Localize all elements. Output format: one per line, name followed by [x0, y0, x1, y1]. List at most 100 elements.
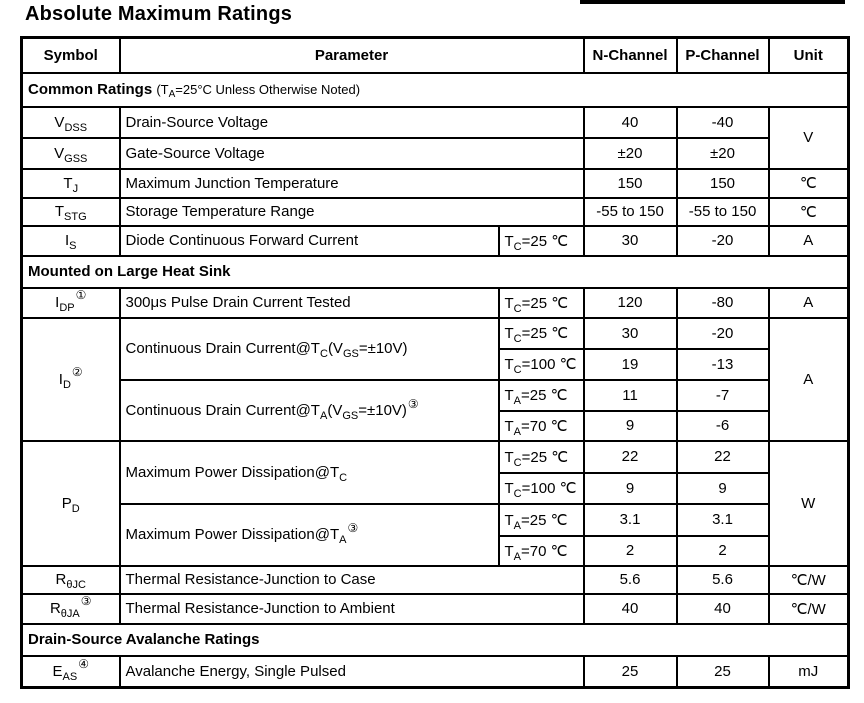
value-cell-tj-p: 150 [675, 167, 770, 199]
param-cell-vdss: Drain-Source Voltage [118, 105, 585, 139]
value-cell-id-ta70-p: -6 [675, 409, 770, 442]
value-cell-rthja-p: 40 [675, 592, 770, 625]
table-row-rthja: RθJA③ Thermal Resistance-Junction to Amb… [20, 592, 850, 625]
condition-cell-pd-ta70: TA=70 ℃ [497, 534, 585, 567]
table-row-vdss: VDSS Drain-Source Voltage 40 -40 V [20, 105, 850, 170]
value-cell-is-n: 30 [582, 224, 678, 257]
footnote-3-marker: ③ [80, 594, 92, 609]
value-cell-tj-n: 150 [582, 167, 678, 199]
page-top-divider [580, 0, 845, 4]
value-cell-id-tc25-p: -20 [675, 316, 770, 350]
unit-cell-eas: mJ [767, 654, 850, 689]
value-cell-pd-tc100-p: 9 [675, 471, 770, 505]
table-row-rthjc: RθJC Thermal Resistance-Junction to Case… [20, 564, 850, 595]
header-cell-parameter: Parameter [118, 36, 585, 74]
table-row-pd-ta25: Maximum Power Dissipation@TA③ TA=25 ℃ 3.… [22, 502, 849, 567]
value-cell-pd-ta70-p: 2 [675, 534, 770, 567]
value-cell-idp-p: -80 [675, 286, 770, 319]
header-cell-p-channel: P-Channel [675, 36, 770, 74]
condition-cell-pd-ta25: TA=25 ℃ [497, 502, 585, 537]
section-common-note-pre: (T [156, 82, 169, 97]
condition-cell-id-tc100: TC=100 ℃ [497, 347, 585, 381]
header-cell-symbol: Symbol [20, 36, 121, 74]
table-row-id-ta25: Continuous Drain Current@TA(VGS=±10V)③ T… [22, 378, 849, 442]
table-row-is: IS Diode Continuous Forward Current TC=2… [20, 224, 850, 257]
table-row-id-tc25: ID② Continuous Drain Current@TC(VGS=±10V… [20, 316, 850, 442]
value-cell-pd-ta25-p: 3.1 [675, 502, 770, 537]
footnote-1-marker: ① [75, 288, 87, 303]
section-row-avalanche: Drain-Source Avalanche Ratings [20, 622, 850, 657]
unit-cell-id: A [767, 316, 850, 442]
symbol-cell-tstg: TSTG [20, 196, 121, 227]
param-cell-is: Diode Continuous Forward Current [118, 224, 500, 257]
value-cell-tstg-n: -55 to 150 [582, 196, 678, 227]
value-cell-id-ta25-p: -7 [675, 378, 770, 412]
page-title: Absolute Maximum Ratings [25, 3, 293, 25]
condition-cell-pd-tc100: TC=100 ℃ [497, 471, 585, 505]
param-cell-pd-ta: Maximum Power Dissipation@TA③ [118, 502, 500, 567]
symbol-cell-pd: PD [20, 439, 121, 567]
param-cell-tstg: Storage Temperature Range [118, 196, 585, 227]
condition-cell-is: TC=25 ℃ [497, 224, 585, 257]
value-cell-pd-tc25-n: 22 [582, 439, 678, 474]
value-cell-vgss-p: ±20 [675, 136, 770, 170]
symbol-cell-is: IS [20, 224, 121, 257]
table-row-id-tc100: TC=100 ℃ 19 -13 [22, 347, 849, 381]
param-cell-rthja: Thermal Resistance-Junction to Ambient [118, 592, 585, 625]
table-row-pd-ta70: TA=70 ℃ 2 2 [22, 534, 849, 567]
symbol-cell-rthjc: RθJC [20, 564, 121, 595]
table-row-pd-tc25: PD Maximum Power Dissipation@TC TC=25 ℃ … [20, 439, 850, 567]
table-header-row: Symbol Parameter N-Channel P-Channel Uni… [20, 36, 850, 74]
unit-cell-tstg: ℃ [767, 196, 850, 227]
value-cell-eas-p: 25 [675, 654, 770, 689]
param-cell-vgss: Gate-Source Voltage [118, 136, 585, 170]
unit-cell-tj: ℃ [767, 167, 850, 199]
table-row-vgss: VGSS Gate-Source Voltage ±20 ±20 [20, 136, 849, 170]
value-cell-vgss-n: ±20 [582, 136, 678, 170]
value-cell-idp-n: 120 [582, 286, 678, 319]
section-row-common-ratings: Common Ratings (TA=25°C Unless Otherwise… [20, 71, 850, 108]
value-cell-rthja-n: 40 [582, 592, 678, 625]
symbol-cell-vgss: VGSS [20, 136, 121, 170]
param-cell-rthjc: Thermal Resistance-Junction to Case [118, 564, 585, 595]
symbol-cell-vdss: VDSS [20, 105, 121, 139]
condition-cell-id-tc25: TC=25 ℃ [497, 316, 585, 350]
table-row-tj: TJ Maximum Junction Temperature 150 150 … [20, 167, 850, 199]
symbol-cell-idp: IDP① [20, 286, 121, 319]
value-cell-rthjc-n: 5.6 [582, 564, 678, 595]
footnote-3-marker: ③ [347, 521, 359, 535]
param-cell-idp: 300μs Pulse Drain Current Tested [118, 286, 500, 319]
param-cell-pd-tc: Maximum Power Dissipation@TC [118, 439, 500, 505]
section-title-common-ratings: Common Ratings (TA=25°C Unless Otherwise… [20, 71, 850, 108]
unit-cell-is: A [767, 224, 850, 257]
section-common-note-post: =25°C Unless Otherwise Noted) [175, 82, 361, 97]
symbol-cell-id: ID② [20, 316, 121, 442]
param-cell-eas: Avalanche Energy, Single Pulsed [118, 654, 585, 689]
value-cell-id-tc25-n: 30 [582, 316, 678, 350]
table-row-pd-tc100: TC=100 ℃ 9 9 [22, 471, 849, 505]
section-title-avalanche: Drain-Source Avalanche Ratings [20, 622, 850, 657]
value-cell-id-ta25-n: 11 [582, 378, 678, 412]
footnote-3-marker: ③ [407, 396, 419, 411]
condition-cell-pd-tc25: TC=25 ℃ [497, 439, 585, 474]
unit-cell-idp: A [767, 286, 850, 319]
condition-cell-idp: TC=25 ℃ [497, 286, 585, 319]
symbol-cell-tj: TJ [20, 167, 121, 199]
value-cell-pd-tc25-p: 22 [675, 439, 770, 474]
header-cell-unit: Unit [767, 36, 850, 74]
value-cell-vdss-n: 40 [582, 105, 678, 139]
section-title-heat-sink: Mounted on Large Heat Sink [20, 254, 850, 289]
value-cell-pd-ta70-n: 2 [582, 534, 678, 567]
param-cell-id-ta: Continuous Drain Current@TA(VGS=±10V)③ [118, 378, 500, 442]
table-row-tstg: TSTG Storage Temperature Range -55 to 15… [20, 196, 850, 227]
unit-cell-voltage: V [767, 105, 850, 170]
condition-cell-id-ta70: TA=70 ℃ [497, 409, 585, 442]
value-cell-id-ta70-n: 9 [582, 409, 678, 442]
value-cell-pd-ta25-n: 3.1 [582, 502, 678, 537]
section-row-heat-sink: Mounted on Large Heat Sink [20, 254, 850, 289]
table-row-idp: IDP① 300μs Pulse Drain Current Tested TC… [20, 286, 850, 319]
absolute-maximum-ratings-table: Symbol Parameter N-Channel P-Channel Uni… [20, 36, 851, 689]
header-cell-n-channel: N-Channel [582, 36, 678, 74]
value-cell-id-tc100-n: 19 [582, 347, 678, 381]
